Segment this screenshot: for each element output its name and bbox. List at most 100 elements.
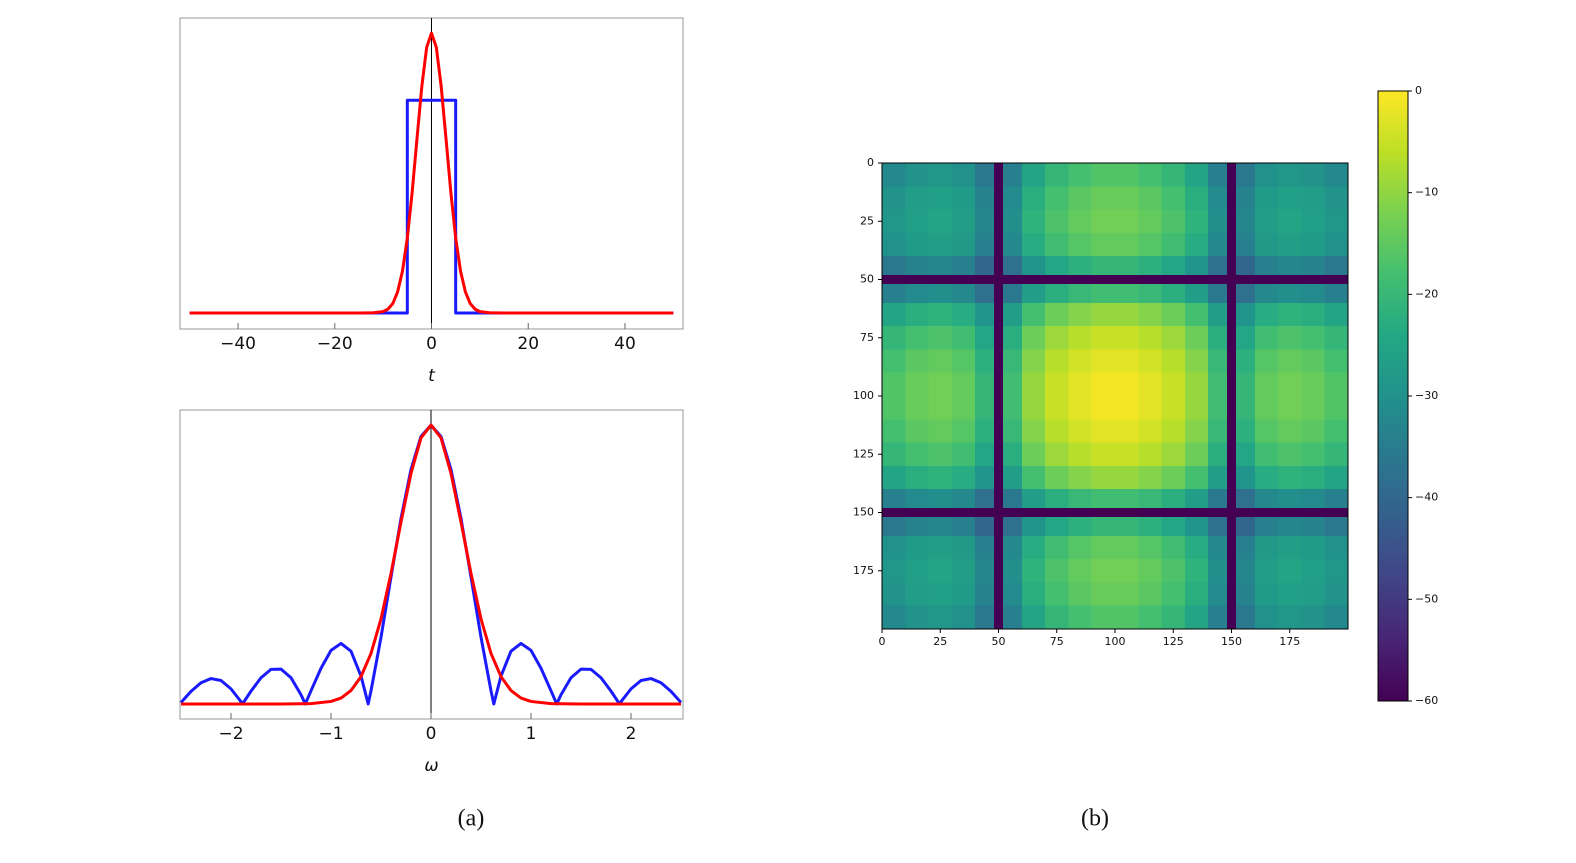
y-tick-label: 50 <box>860 273 874 286</box>
heat-cell <box>1226 582 1237 607</box>
heat-cell <box>1003 465 1023 490</box>
heat-cell <box>1301 326 1326 350</box>
heat-cell <box>1226 186 1237 211</box>
heat-cell <box>951 442 976 467</box>
heat-cell <box>1208 232 1228 257</box>
heat-cell <box>1236 419 1256 444</box>
heat-cell <box>1324 232 1349 257</box>
heat-cell <box>905 186 930 211</box>
heat-cell <box>1161 535 1186 560</box>
heat-cell <box>1226 489 1237 509</box>
heat-cell <box>975 559 995 583</box>
heat-cell <box>1138 349 1163 374</box>
heat-cell <box>1021 465 1046 490</box>
heat-cell <box>975 372 995 397</box>
x-tick-label: 125 <box>1163 635 1184 648</box>
heat-cell <box>1003 535 1023 560</box>
heat-cell <box>951 605 976 630</box>
heat-cell <box>1161 232 1186 257</box>
heat-cell <box>1184 535 1209 560</box>
heat-cell <box>1091 489 1116 509</box>
heat-cell <box>1161 349 1186 374</box>
heat-cell <box>1091 517 1116 537</box>
heat-cell <box>1278 582 1302 607</box>
heat-cell <box>975 517 995 537</box>
x-tick-label: 1 <box>526 724 537 744</box>
heat-cell <box>928 326 953 350</box>
heat-cell <box>975 535 995 560</box>
heat-cell <box>1068 163 1093 187</box>
colorbar-tick-label: −60 <box>1415 694 1438 707</box>
heat-cell <box>1068 232 1093 257</box>
heat-cell <box>951 186 976 211</box>
heat-cell <box>1208 517 1228 537</box>
heat-cell <box>1324 489 1349 509</box>
heat-cell <box>1091 582 1116 607</box>
heat-cell <box>1324 302 1349 327</box>
heat-cell <box>882 284 906 304</box>
heat-cell <box>1068 396 1093 420</box>
heat-cell <box>1254 326 1279 350</box>
heat-cell <box>1226 274 1237 285</box>
heat-cell <box>1091 256 1116 276</box>
heat-cell <box>1254 396 1279 420</box>
heat-cell <box>975 326 995 350</box>
heat-cell <box>1115 209 1139 234</box>
heat-cell <box>1091 349 1116 374</box>
heat-cell <box>1324 442 1349 467</box>
heat-cell <box>1068 284 1093 304</box>
colorbar-tick-label: −50 <box>1415 592 1438 605</box>
heat-cell <box>1278 605 1302 630</box>
heat-cell <box>951 517 976 537</box>
heat-cell <box>1254 605 1279 630</box>
heat-cell <box>905 559 930 583</box>
colorbar-tick-label: −30 <box>1415 389 1438 402</box>
heat-cell <box>951 349 976 374</box>
heat-cell <box>1021 284 1046 304</box>
heat-cell <box>993 507 1004 518</box>
heat-cell <box>993 186 1004 211</box>
heat-cell <box>928 442 953 467</box>
heat-cell <box>1226 442 1237 467</box>
heat-cell <box>1021 535 1046 560</box>
heat-cell <box>975 302 995 327</box>
heat-cell <box>951 232 976 257</box>
heat-cell <box>1184 396 1209 420</box>
x-tick-label: 150 <box>1221 635 1242 648</box>
heat-cell <box>1115 326 1139 350</box>
heat-cell <box>1236 582 1256 607</box>
heat-cell <box>1278 209 1302 234</box>
heat-cell <box>1226 256 1237 276</box>
heat-cell <box>1138 232 1163 257</box>
heat-cell <box>1278 163 1302 187</box>
heat-cell <box>928 489 953 509</box>
heat-cell <box>1045 186 1069 211</box>
heat-cell <box>1254 232 1279 257</box>
heat-cell <box>1324 349 1349 374</box>
heat-cell <box>1278 517 1302 537</box>
heat-cell <box>1138 372 1163 397</box>
heat-cell <box>1021 489 1046 509</box>
x-tick-label: −20 <box>317 334 353 354</box>
heat-cell <box>1045 396 1069 420</box>
heat-cell <box>1045 465 1069 490</box>
heat-cell <box>1045 489 1069 509</box>
heat-cell <box>1301 582 1326 607</box>
heat-cell <box>1278 186 1302 211</box>
heat-cell <box>1021 163 1046 187</box>
heat-cell <box>975 349 995 374</box>
heat-cell <box>1301 605 1326 630</box>
heat-cell <box>1226 232 1237 257</box>
heat-cell <box>905 396 930 420</box>
heat-cell <box>1115 419 1139 444</box>
heat-cell <box>1161 163 1186 187</box>
heat-cell <box>1161 489 1186 509</box>
heat-cell <box>1301 256 1326 276</box>
heat-cell <box>975 209 995 234</box>
heat-cell <box>1161 302 1186 327</box>
heat-cell <box>1091 186 1116 211</box>
heat-cell <box>1021 419 1046 444</box>
heat-cell <box>1301 372 1326 397</box>
heat-cell <box>905 507 930 518</box>
heat-cell <box>1278 507 1302 518</box>
